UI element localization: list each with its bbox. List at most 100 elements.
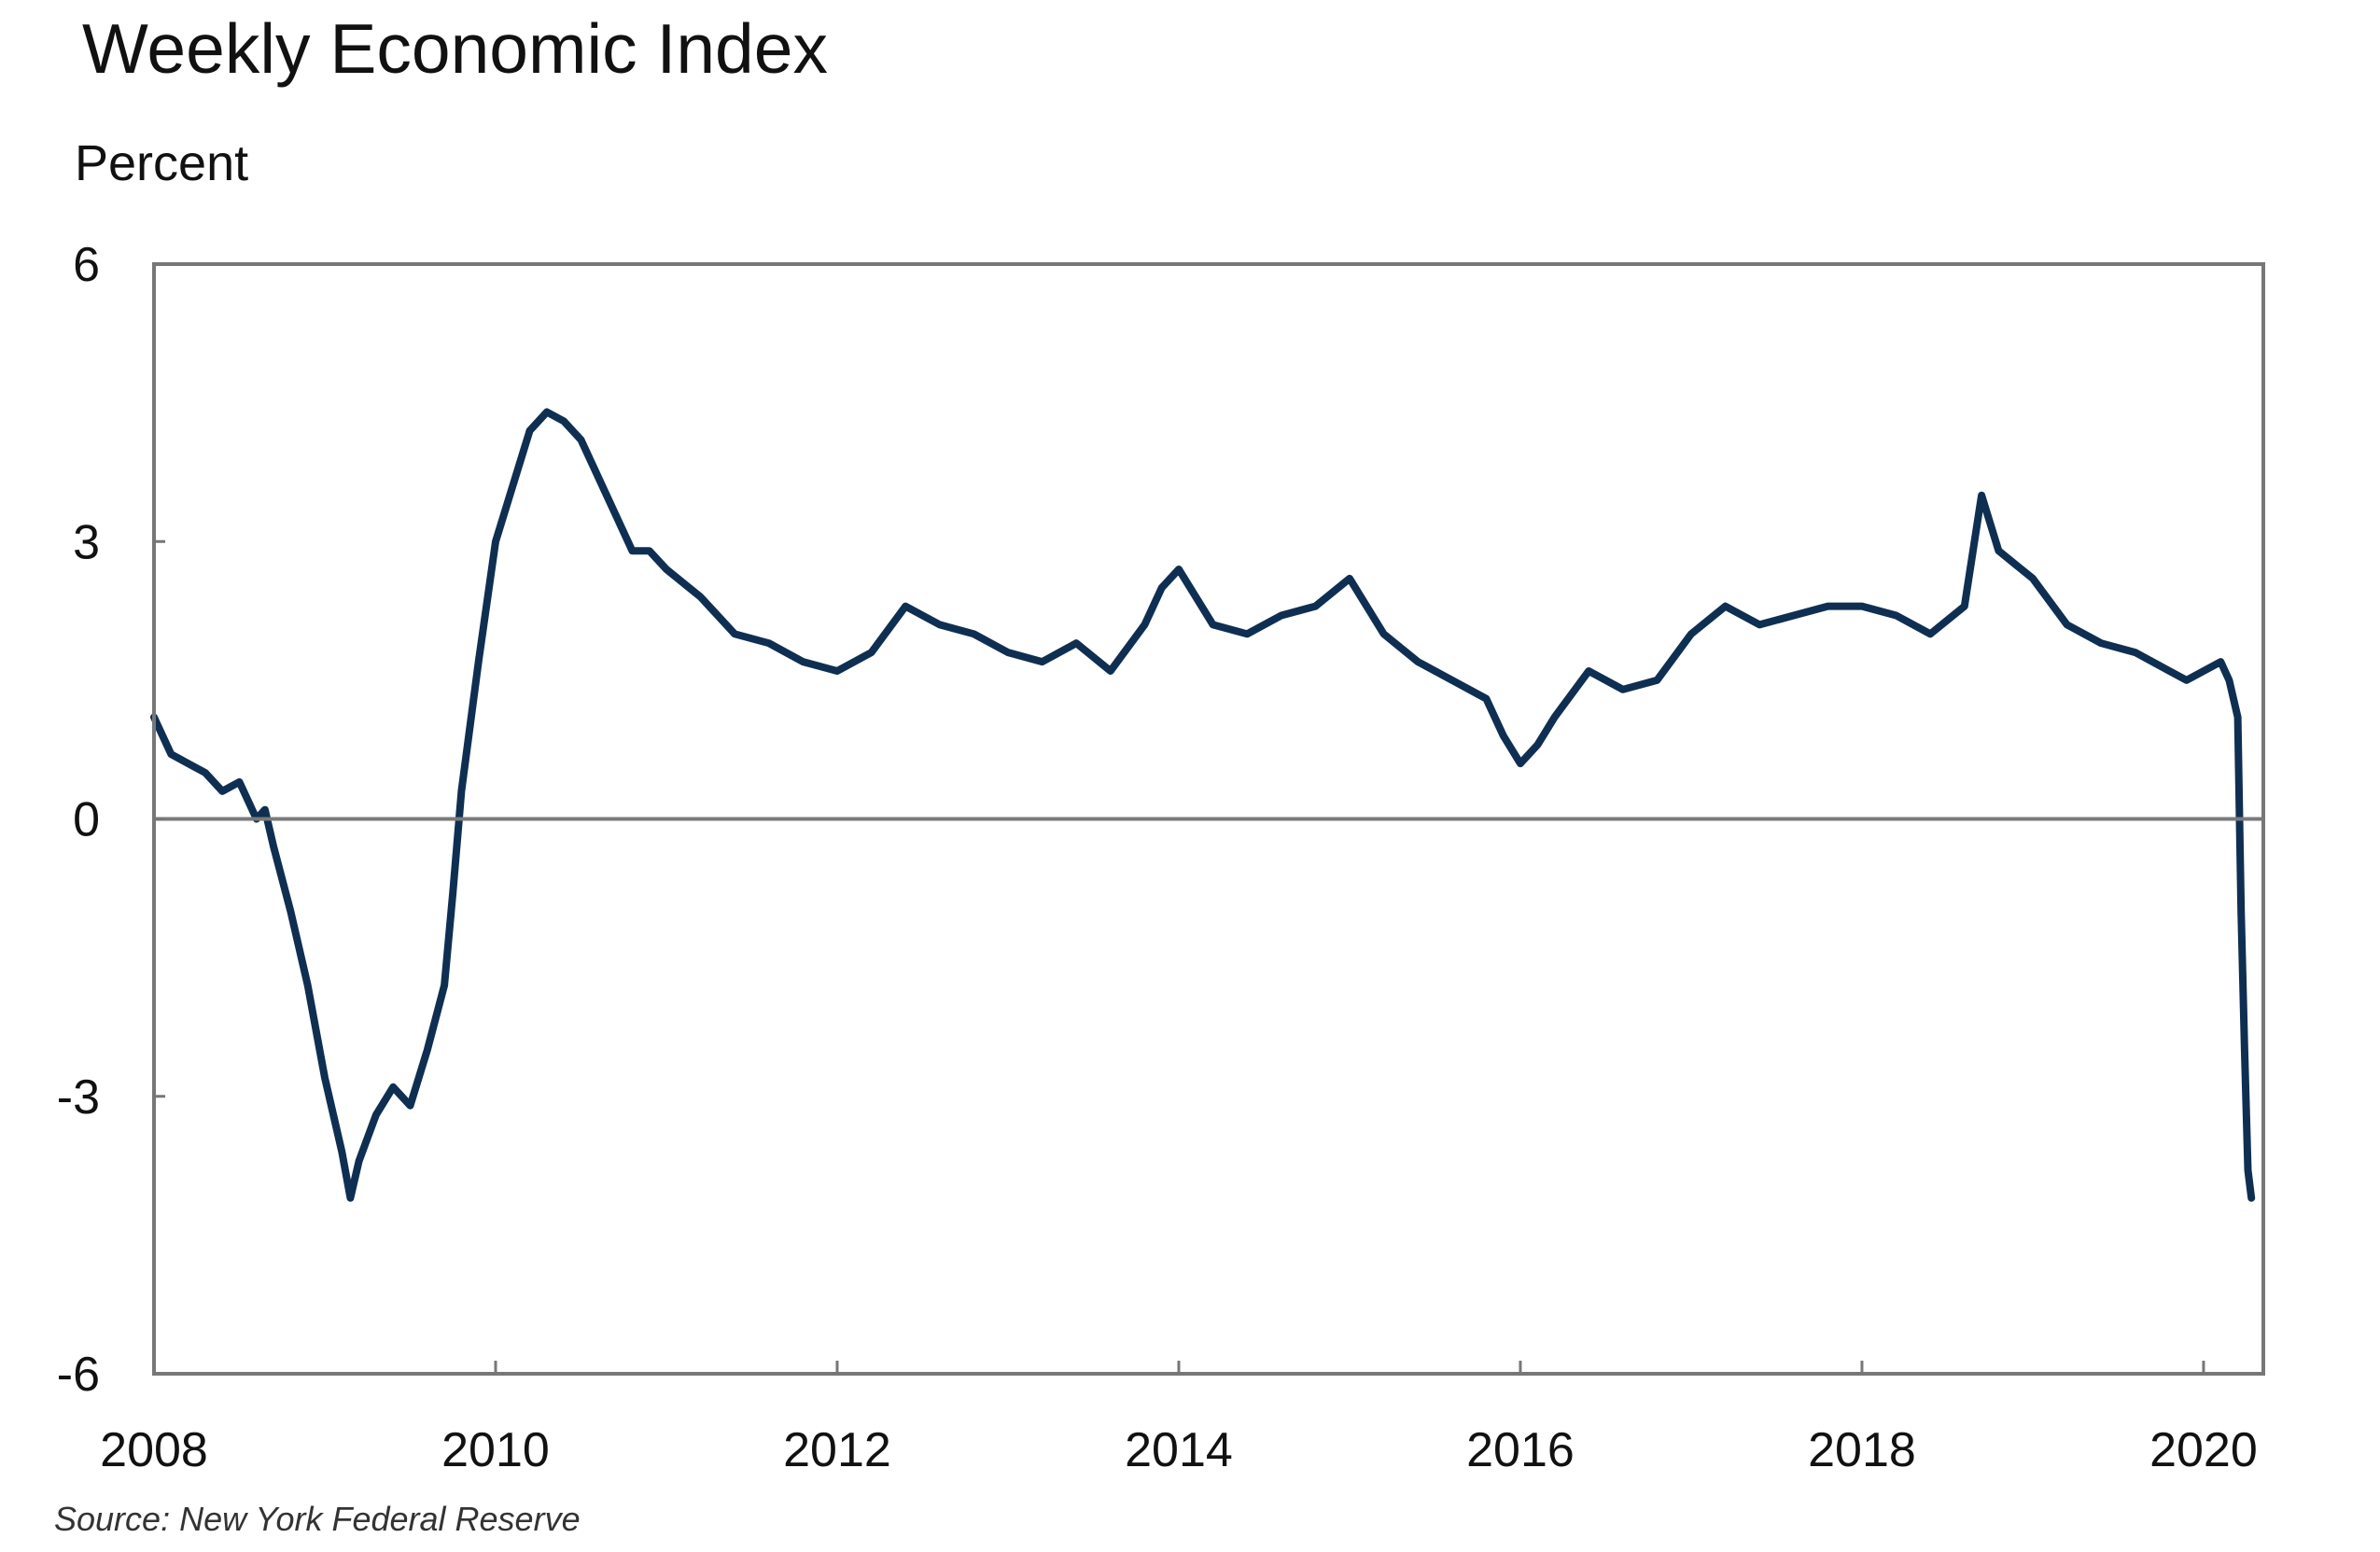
data-point [1757, 622, 1762, 627]
data-point [1791, 613, 1797, 618]
data-point [800, 659, 805, 664]
data-point [1859, 604, 1865, 609]
data-point [271, 844, 276, 849]
data-point [408, 1103, 413, 1109]
data-point [612, 511, 618, 516]
data-point [2246, 1167, 2250, 1173]
y-tick-label: 0 [73, 793, 100, 847]
x-tick-label: 2012 [783, 1423, 891, 1477]
data-point [262, 807, 268, 813]
data-point [1073, 640, 1079, 646]
data-point [441, 983, 447, 988]
data-point [347, 1195, 353, 1201]
data-point [1927, 631, 1933, 636]
data-point [1347, 576, 1352, 581]
data-point [1534, 742, 1540, 748]
data-point [1688, 631, 1694, 636]
data-point [971, 631, 976, 636]
data-point [561, 418, 567, 424]
data-point [1995, 548, 2001, 553]
data-point [2226, 678, 2232, 683]
data-point [527, 427, 533, 433]
plot-area [150, 408, 2256, 1202]
data-point [450, 890, 455, 896]
data-point [305, 983, 311, 988]
data-point [1825, 604, 1830, 609]
data-point [357, 1158, 362, 1164]
data-point [2184, 678, 2190, 683]
data-point [2235, 715, 2241, 720]
data-point [2238, 909, 2244, 915]
data-point [458, 789, 464, 794]
x-tick-label: 2016 [1466, 1423, 1575, 1477]
data-point [1005, 650, 1011, 655]
data-point [1501, 733, 1506, 738]
data-point [698, 594, 704, 600]
data-point [1979, 493, 1984, 498]
data-point [1211, 622, 1216, 627]
data-point [2201, 668, 2206, 674]
data-point [476, 659, 482, 664]
y-tick-label: 6 [73, 238, 100, 292]
y-tick-label: -3 [57, 1070, 100, 1125]
data-point [339, 1149, 344, 1154]
data-point [579, 437, 583, 442]
data-point [544, 410, 550, 414]
data-point [1312, 604, 1318, 609]
data-point [219, 789, 225, 794]
data-point [2218, 659, 2223, 664]
data-point [2166, 668, 2172, 674]
data-point [168, 751, 174, 757]
x-tick-label: 2008 [100, 1423, 208, 1477]
data-point [322, 1075, 328, 1081]
data-point [1723, 604, 1729, 609]
data-point [595, 474, 601, 480]
data-point [203, 770, 208, 776]
x-tick-label: 2010 [441, 1423, 550, 1477]
chart-title: Weekly Economic Index [82, 9, 828, 88]
data-point [903, 604, 908, 609]
data-point [1040, 659, 1045, 664]
data-point [237, 779, 242, 785]
data-point [732, 631, 737, 636]
data-point [1483, 696, 1489, 702]
data-point [869, 650, 875, 655]
data-point [664, 566, 669, 572]
data-point [766, 640, 772, 646]
data-point [2242, 1047, 2247, 1053]
data-point [373, 1112, 379, 1118]
data-point [1586, 668, 1591, 674]
y-tick-label: 3 [73, 515, 100, 569]
data-point [1962, 604, 1967, 609]
data-point [1449, 678, 1455, 683]
data-point [2030, 576, 2036, 581]
weekly-economic-index-line [150, 408, 2256, 1202]
x-tick-label: 2020 [2149, 1423, 2258, 1477]
data-point [186, 761, 191, 766]
data-point [647, 548, 652, 553]
data-point [2133, 650, 2138, 655]
data-point [1279, 613, 1284, 618]
data-point [1176, 566, 1182, 572]
data-point [2065, 622, 2070, 627]
source-note: Source: New York Federal Reserve [54, 1500, 581, 1538]
data-point [629, 548, 635, 553]
data-point [1415, 659, 1421, 664]
data-point [1654, 678, 1659, 683]
data-point [287, 909, 293, 915]
y-axis-unit-label: Percent [75, 135, 248, 191]
data-point [1244, 631, 1250, 636]
data-point [493, 538, 498, 544]
data-point [1620, 687, 1626, 692]
data-point [1894, 613, 1899, 618]
data-point [1518, 761, 1523, 766]
data-point [1552, 715, 1558, 720]
data-point [1108, 668, 1113, 674]
data-point [937, 622, 943, 627]
x-tick-label: 2014 [1125, 1423, 1233, 1477]
data-point [834, 668, 840, 674]
data-point [425, 1047, 430, 1053]
data-point [1381, 631, 1387, 636]
data-point [510, 483, 515, 489]
